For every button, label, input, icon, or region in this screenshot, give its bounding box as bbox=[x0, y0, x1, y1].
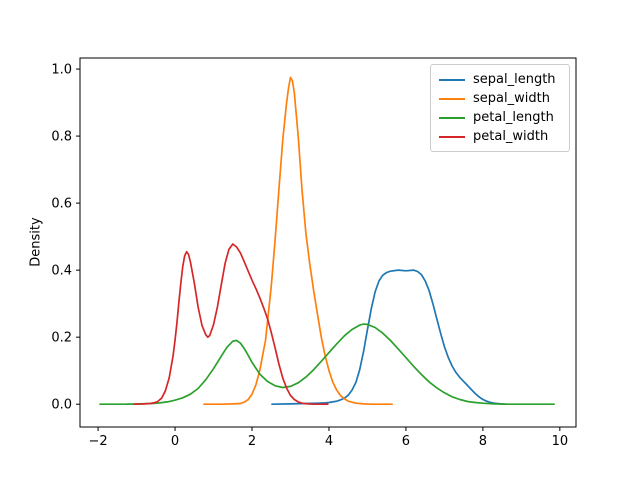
y-tick-label: 0.4 bbox=[51, 264, 72, 279]
legend-entry-petal-width: petal_width bbox=[439, 127, 561, 146]
x-tick-label: 4 bbox=[325, 434, 333, 449]
y-tick-label: 0.6 bbox=[51, 197, 72, 212]
legend-label: petal_width bbox=[473, 129, 549, 144]
kde-curve-petal_width bbox=[133, 243, 329, 406]
y-tick-label: 1.0 bbox=[51, 63, 72, 78]
y-tick-label: 0.2 bbox=[51, 331, 72, 346]
legend-entry-sepal-length: sepal_length bbox=[439, 70, 561, 89]
y-tick-label: 0.8 bbox=[51, 130, 72, 145]
legend-label: sepal_length bbox=[473, 72, 556, 87]
x-tick-label: 0 bbox=[171, 434, 179, 449]
legend-line-sample-icon bbox=[439, 135, 465, 138]
y-tick-label: 0.0 bbox=[51, 398, 72, 413]
kde-curve-sepal_length bbox=[271, 269, 507, 406]
x-tick-label: 2 bbox=[248, 434, 256, 449]
legend-line-sample-icon bbox=[439, 78, 465, 81]
legend-entry-petal-length: petal_length bbox=[439, 108, 561, 127]
legend-line-sample-icon bbox=[439, 97, 465, 100]
kde-curve-petal_length bbox=[99, 323, 555, 406]
legend-label: petal_length bbox=[473, 110, 554, 125]
x-tick-label: −2 bbox=[88, 434, 107, 449]
legend-entry-sepal-width: sepal_width bbox=[439, 89, 561, 108]
legend-label: sepal_width bbox=[473, 91, 550, 106]
axes-frame bbox=[79, 57, 577, 428]
legend: sepal_length sepal_width petal_length pe… bbox=[430, 64, 570, 152]
y-axis-label: Density bbox=[28, 217, 44, 267]
x-tick-label: 10 bbox=[552, 434, 569, 449]
kde-curve-sepal_width bbox=[203, 76, 393, 406]
legend-line-sample-icon bbox=[439, 116, 465, 119]
x-tick-label: 6 bbox=[402, 434, 410, 449]
x-tick-label: 8 bbox=[479, 434, 487, 449]
